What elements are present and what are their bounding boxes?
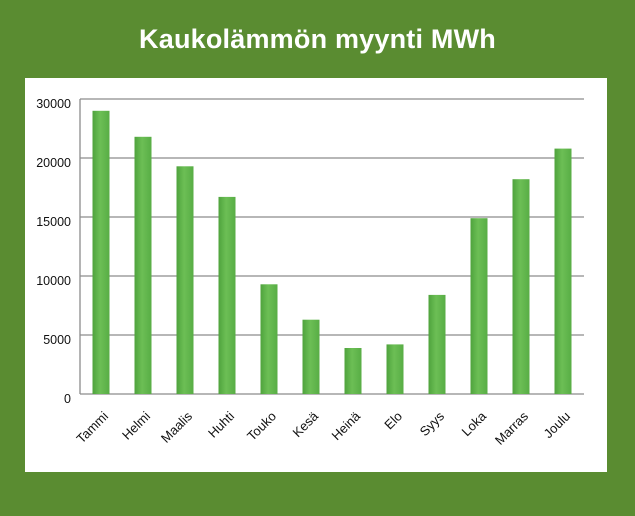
x-tick-label: Loka — [459, 408, 490, 439]
bar-heinä — [344, 348, 362, 394]
bar-maalis — [176, 166, 194, 394]
chart-title: Kaukolämmön myynti MWh — [139, 24, 496, 54]
chart-panel — [25, 78, 607, 472]
bar-marras — [512, 179, 530, 394]
bar-elo — [386, 344, 404, 394]
x-tick-label: Helmi — [119, 408, 153, 442]
y-tick-label: 15000 — [36, 215, 71, 229]
x-tick-labels: Tammi Helmi Maalis Huhti Touko Kesä Heinä Elo Sy… — [73, 408, 573, 448]
bar-helmi — [134, 136, 152, 395]
x-tick-label: Marras — [492, 408, 532, 448]
y-tick-label: 10000 — [36, 274, 71, 288]
bar-syys — [428, 294, 446, 394]
bar-huhti — [218, 196, 236, 394]
x-tick-label: Syys — [417, 408, 448, 439]
y-tick-labels: 0 5000 10000 15000 20000 30000 — [36, 97, 71, 406]
bar-tammi — [92, 110, 110, 395]
bars — [92, 110, 572, 395]
bar-loka — [470, 218, 488, 394]
x-tick-label: Huhti — [205, 408, 237, 440]
x-tick-label: Heinä — [328, 408, 363, 443]
x-tick-label: Tammi — [73, 408, 111, 446]
y-tick-label: 0 — [64, 392, 71, 406]
x-tick-label: Touko — [244, 409, 279, 444]
y-tick-label: 5000 — [43, 333, 71, 347]
bar-kesä — [302, 319, 320, 394]
x-tick-label: Elo — [381, 409, 405, 433]
x-tick-label: Joulu — [541, 409, 574, 442]
bar-touko — [260, 284, 278, 394]
bar-joulu — [554, 148, 572, 394]
x-tick-label: Maalis — [158, 408, 196, 446]
x-tick-label: Kesä — [290, 408, 322, 440]
grid-lines — [79, 98, 584, 395]
y-tick-label: 20000 — [36, 156, 71, 170]
y-tick-label: 30000 — [36, 97, 71, 111]
